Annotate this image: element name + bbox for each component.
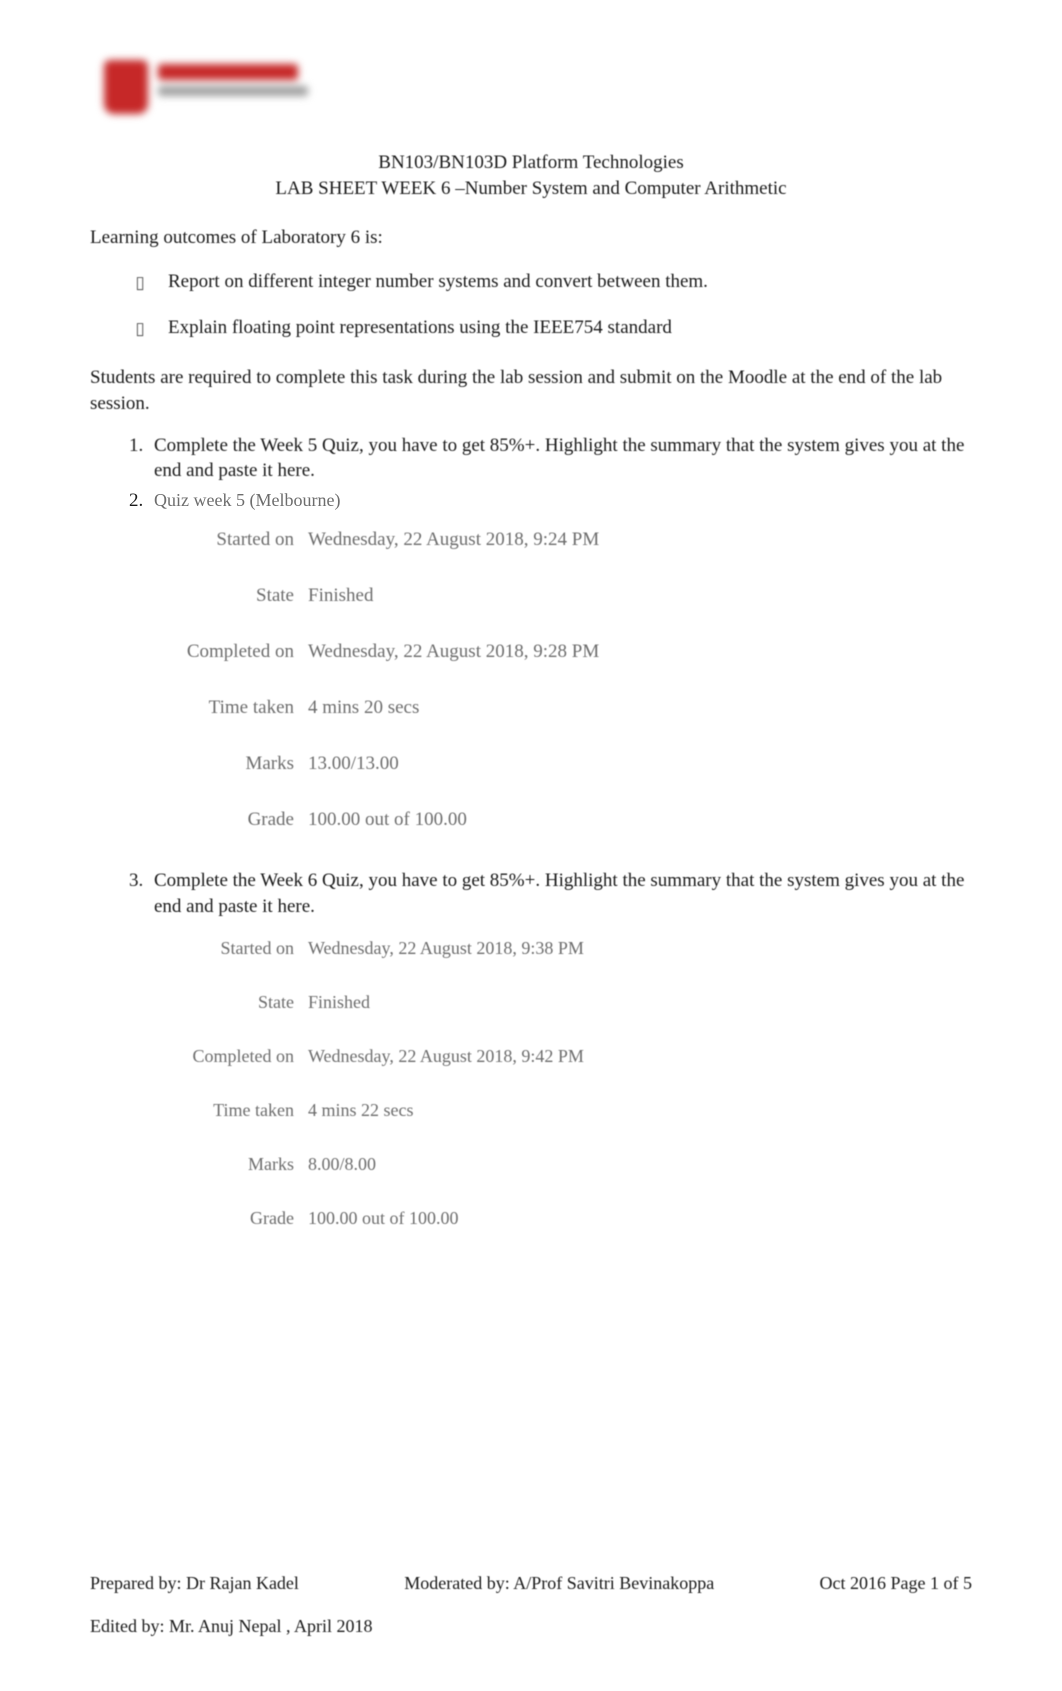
task-item-3: Complete the Week 6 Quiz, you have to ge… (148, 868, 972, 1245)
bullet-item: ▯ Explain floating point representations… (134, 317, 972, 341)
task-item-2: Quiz week 5 (Melbourne) Started on Wedne… (148, 488, 972, 848)
quiz6-summary-table: Started on Wednesday, 22 August 2018, 9:… (96, 921, 972, 1245)
summary-value: 100.00 out of 100.00 (308, 1191, 972, 1245)
summary-value: Wednesday, 22 August 2018, 9:28 PM (308, 624, 972, 680)
task3-text: Complete the Week 6 Quiz, you have to ge… (154, 870, 964, 917)
table-row: Grade 100.00 out of 100.00 (96, 792, 972, 848)
instruction-paragraph: Students are required to complete this t… (90, 365, 972, 416)
table-row: Completed on Wednesday, 22 August 2018, … (96, 1029, 972, 1083)
learning-outcomes-list: ▯ Report on different integer number sys… (134, 271, 972, 341)
bullet-text: Explain floating point representations u… (168, 317, 672, 339)
footer-moderated-by: Moderated by: A/Prof Savitri Bevinakoppa (299, 1573, 820, 1594)
page-footer: Prepared by: Dr Rajan Kadel Moderated by… (90, 1573, 972, 1637)
lab-sheet-line: LAB SHEET WEEK 6 –Number System and Comp… (90, 176, 972, 202)
footer-prepared-by: Prepared by: Dr Rajan Kadel (90, 1573, 299, 1594)
summary-label: Marks (96, 1137, 308, 1191)
summary-value: 100.00 out of 100.00 (308, 792, 972, 848)
quiz6-summary: Started on Wednesday, 22 August 2018, 9:… (154, 921, 972, 1245)
summary-label: Started on (96, 921, 308, 975)
table-row: State Finished (96, 568, 972, 624)
course-code-line: BN103/BN103D Platform Technologies (90, 150, 972, 176)
table-row: Started on Wednesday, 22 August 2018, 9:… (96, 921, 972, 975)
summary-value: Finished (308, 975, 972, 1029)
learning-outcomes-intro: Learning outcomes of Laboratory 6 is: (90, 227, 972, 249)
table-row: Marks 13.00/13.00 (96, 736, 972, 792)
summary-label: Completed on (96, 1029, 308, 1083)
summary-label: Completed on (96, 624, 308, 680)
quiz5-summary: Started on Wednesday, 22 August 2018, 9:… (154, 512, 972, 848)
logo-shield-icon (104, 60, 148, 114)
summary-label: State (96, 568, 308, 624)
task-item-1: Complete the Week 5 Quiz, you have to ge… (148, 433, 972, 484)
numbered-task-list: Complete the Week 5 Quiz, you have to ge… (148, 433, 972, 1246)
quiz5-summary-table: Started on Wednesday, 22 August 2018, 9:… (96, 512, 972, 848)
summary-value: Finished (308, 568, 972, 624)
summary-label: Time taken (96, 1083, 308, 1137)
summary-value: 13.00/13.00 (308, 736, 972, 792)
bullet-icon: ▯ (134, 317, 146, 341)
summary-label: State (96, 975, 308, 1029)
summary-label: Started on (96, 512, 308, 568)
summary-label: Marks (96, 736, 308, 792)
summary-label: Grade (96, 792, 308, 848)
table-row: State Finished (96, 975, 972, 1029)
footer-edited-by: Edited by: Mr. Anuj Nepal , April 2018 (90, 1616, 972, 1637)
table-row: Grade 100.00 out of 100.00 (96, 1191, 972, 1245)
summary-value: Wednesday, 22 August 2018, 9:24 PM (308, 512, 972, 568)
footer-row-1: Prepared by: Dr Rajan Kadel Moderated by… (90, 1573, 972, 1594)
quiz5-heading: Quiz week 5 (Melbourne) (154, 490, 340, 510)
table-row: Started on Wednesday, 22 August 2018, 9:… (96, 512, 972, 568)
summary-value: 4 mins 22 secs (308, 1083, 972, 1137)
table-row: Completed on Wednesday, 22 August 2018, … (96, 624, 972, 680)
logo-text (158, 64, 318, 96)
table-row: Marks 8.00/8.00 (96, 1137, 972, 1191)
bullet-item: ▯ Report on different integer number sys… (134, 271, 972, 295)
summary-value: Wednesday, 22 August 2018, 9:38 PM (308, 921, 972, 975)
summary-value: 8.00/8.00 (308, 1137, 972, 1191)
bullet-icon: ▯ (134, 271, 146, 295)
bullet-text: Report on different integer number syste… (168, 271, 708, 293)
summary-label: Grade (96, 1191, 308, 1245)
summary-value: 4 mins 20 secs (308, 680, 972, 736)
table-row: Time taken 4 mins 22 secs (96, 1083, 972, 1137)
summary-value: Wednesday, 22 August 2018, 9:42 PM (308, 1029, 972, 1083)
document-title: BN103/BN103D Platform Technologies LAB S… (90, 150, 972, 201)
table-row: Time taken 4 mins 20 secs (96, 680, 972, 736)
institution-logo (100, 50, 330, 130)
summary-label: Time taken (96, 680, 308, 736)
footer-page-info: Oct 2016 Page 1 of 5 (820, 1573, 972, 1594)
